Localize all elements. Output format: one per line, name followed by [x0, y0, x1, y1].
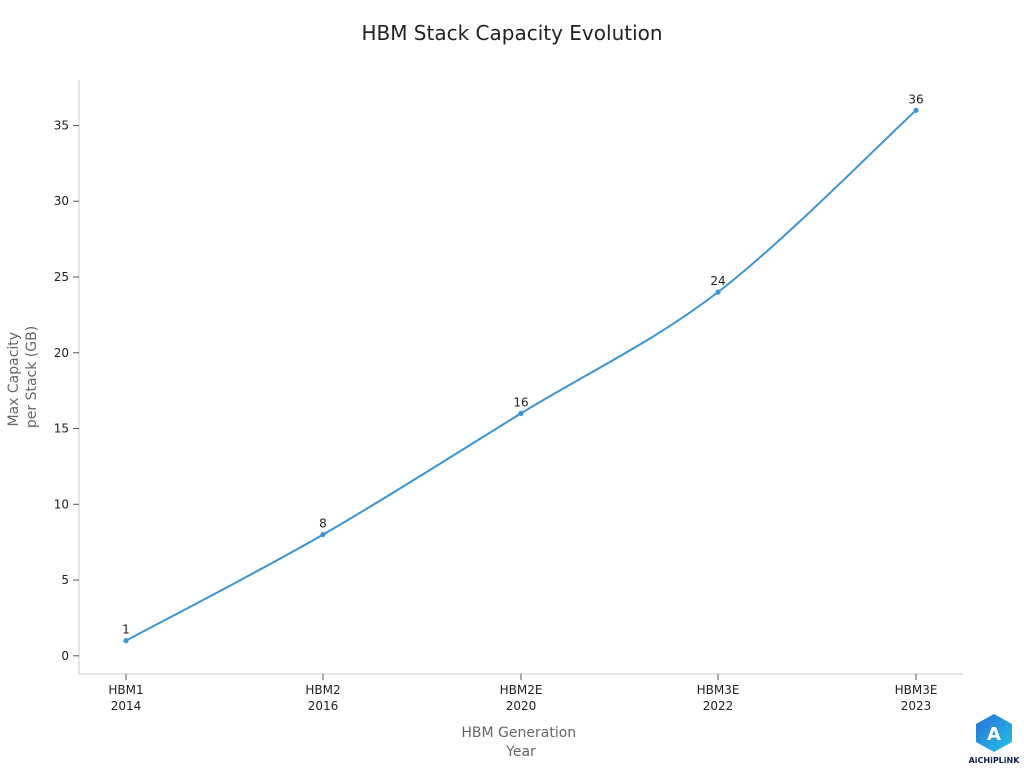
y-axis-title-line-2: per Stack (GB) [24, 326, 40, 428]
x-axis-title-line-2: Year [505, 744, 536, 760]
x-tick-year: 2020 [506, 699, 537, 713]
x-tick-label: HBM2E 2020 [500, 683, 543, 713]
data-point [518, 410, 524, 416]
x-ticks: HBM1 2014 HBM2 2016 HBM2E 2020 HBM3E 2022 HBM3E 2… [108, 674, 937, 713]
data-label: 1 [122, 623, 130, 637]
y-ticks: 0 5 10 15 20 25 30 35 [54, 118, 79, 663]
data-point [715, 289, 721, 295]
y-tick-label: 5 [61, 573, 69, 587]
data-point [123, 638, 129, 644]
x-tick-year: 2014 [111, 699, 142, 713]
x-tick-year: 2023 [901, 699, 932, 713]
y-tick-label: 25 [54, 270, 69, 284]
y-axis-title: Max Capacity per Stack (GB) [6, 326, 40, 428]
series-layer: 1 8 16 24 36 [122, 92, 924, 644]
x-tick-label: HBM3E 2022 [697, 683, 740, 713]
x-axis-title: HBM Generation Year [461, 725, 580, 760]
x-tick-year: 2016 [308, 699, 339, 713]
x-tick-generation: HBM2E [500, 683, 543, 697]
data-point [913, 107, 919, 113]
y-tick-label: 10 [54, 497, 69, 511]
x-tick-label: HBM2 2016 [305, 683, 340, 713]
y-tick-label: 20 [54, 346, 69, 360]
logo-text: AiCHiPLiNK [969, 756, 1021, 765]
y-tick-label: 0 [61, 649, 69, 663]
chart-title: HBM Stack Capacity Evolution [361, 21, 662, 45]
y-tick-label: 30 [54, 194, 69, 208]
data-label: 16 [513, 395, 528, 409]
series-line [125, 109, 917, 642]
logo-hexagon-icon [976, 714, 1012, 752]
x-axis-title-line-1: HBM Generation [461, 725, 576, 741]
x-tick-generation: HBM3E [697, 683, 740, 697]
x-tick-generation: HBM1 [108, 683, 143, 697]
data-point [320, 531, 326, 538]
y-tick-label: 35 [54, 118, 69, 132]
x-tick-generation: HBM2 [305, 683, 340, 697]
x-tick-label: HBM3E 2023 [895, 683, 938, 713]
data-label: 36 [908, 92, 923, 106]
data-label: 8 [319, 517, 327, 531]
aichiplink-logo: A AiCHiPLiNK [969, 714, 1021, 765]
y-axis-title-line-1: Max Capacity [6, 332, 22, 427]
logo-a-glyph-icon: A [987, 724, 1001, 745]
y-tick-label: 15 [54, 422, 69, 436]
x-tick-label: HBM1 2014 [108, 683, 143, 713]
axes [78, 80, 963, 675]
x-tick-generation: HBM3E [895, 683, 938, 697]
data-label: 24 [710, 274, 725, 288]
x-tick-year: 2022 [703, 699, 734, 713]
